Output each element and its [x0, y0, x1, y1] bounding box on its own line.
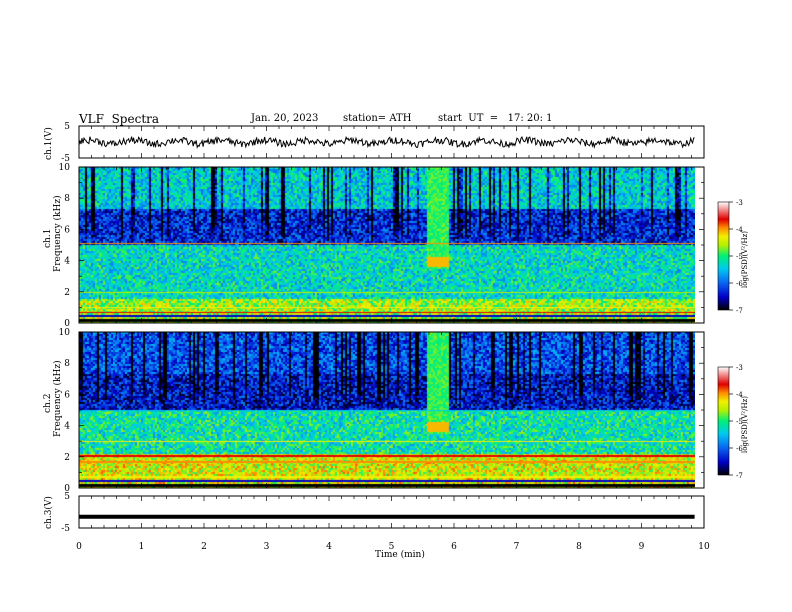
- x-tick-label: 9: [639, 542, 645, 552]
- spec2-image: [79, 332, 695, 488]
- colorbar-tick-label: -4: [736, 391, 743, 399]
- station-label: station= ATH: [343, 113, 412, 124]
- ch1-channel-label: ch.1: [43, 229, 53, 248]
- frequency-tick-label: 10: [59, 328, 71, 338]
- frequency-tick-label: 4: [64, 422, 70, 432]
- colorbar-tick-label: -6: [736, 445, 743, 453]
- frequency-tick-label: 10: [59, 163, 71, 173]
- x-axis-label: Time (min): [375, 549, 425, 560]
- ch1-spectrogram-plot: [79, 167, 704, 323]
- frequency-tick-label: 6: [64, 225, 70, 235]
- spec1-image: [79, 167, 695, 323]
- ch3-waveform-frame: [78, 495, 705, 529]
- waveform-y-tick-label: 5: [64, 122, 70, 132]
- frequency-tick-label: 8: [64, 359, 70, 369]
- spec1-empty-region: [695, 167, 704, 323]
- x-tick-label: 4: [326, 542, 332, 552]
- x-tick-label: 0: [76, 542, 82, 552]
- x-tick-label: 2: [201, 542, 207, 552]
- ch2-spectrogram-plot: [79, 332, 704, 488]
- ch1-waveform-trace: [79, 135, 695, 149]
- frequency-tick-label: 8: [64, 194, 70, 204]
- x-tick-label: 1: [139, 542, 145, 552]
- x-tick-label: 10: [698, 542, 710, 552]
- waveform-y-tick-label: 5: [64, 492, 70, 502]
- colorbar-tick-label: -5: [736, 253, 743, 261]
- ch3-waveform-ylabel: ch.3(V): [43, 496, 54, 529]
- colorbar-tick-label: -7: [736, 307, 743, 315]
- x-tick-label: 3: [264, 542, 270, 552]
- colorbar-tick-label: -5: [736, 418, 743, 426]
- spec2-empty-region: [695, 332, 704, 488]
- x-tick-label: 8: [576, 542, 582, 552]
- ch1-frequency-ylabel: Frequency (kHz): [52, 195, 63, 272]
- frequency-tick-label: 0: [64, 484, 70, 494]
- frequency-tick-label: 2: [64, 453, 70, 463]
- ch1-waveform-ylabel: ch.1(V): [43, 127, 54, 160]
- start-time-label: start UT = 17: 20: 1: [438, 113, 553, 124]
- colorbar-tick-label: -7: [736, 472, 743, 480]
- colorbar-tick-label: -3: [736, 199, 743, 207]
- frequency-tick-label: 4: [64, 257, 70, 267]
- colorbar-tick-label: -4: [736, 226, 743, 234]
- waveform-y-tick-label: -5: [61, 524, 70, 534]
- x-tick-label: 5: [389, 542, 395, 552]
- colorbar-tick-label: -3: [736, 364, 743, 372]
- frequency-tick-label: 6: [64, 390, 70, 400]
- ch2-colorbar: [717, 366, 730, 476]
- figure-title: VLF Spectra: [79, 112, 160, 126]
- x-tick-label: 7: [514, 542, 520, 552]
- waveform-y-tick-label: -5: [61, 154, 70, 164]
- ch2-colorbar-label: log(PSD)(V²/Hz): [741, 396, 749, 453]
- ch1-colorbar-label: log(PSD)(V²/Hz): [741, 231, 749, 288]
- ch1-colorbar: [717, 201, 730, 311]
- colorbar-tick-label: -6: [736, 280, 743, 288]
- x-tick-label: 6: [451, 542, 457, 552]
- ch2-frequency-ylabel: Frequency (kHz): [52, 360, 63, 437]
- ch2-channel-label: ch.2: [43, 394, 53, 413]
- colorbar-ticks: -3 -4 -5 -6 -7 -3 -4 -5 -6 -7: [729, 199, 743, 480]
- date-label: Jan. 20, 2023: [251, 113, 319, 124]
- frequency-tick-label: 2: [64, 288, 70, 298]
- frequency-tick-label: 0: [64, 319, 70, 329]
